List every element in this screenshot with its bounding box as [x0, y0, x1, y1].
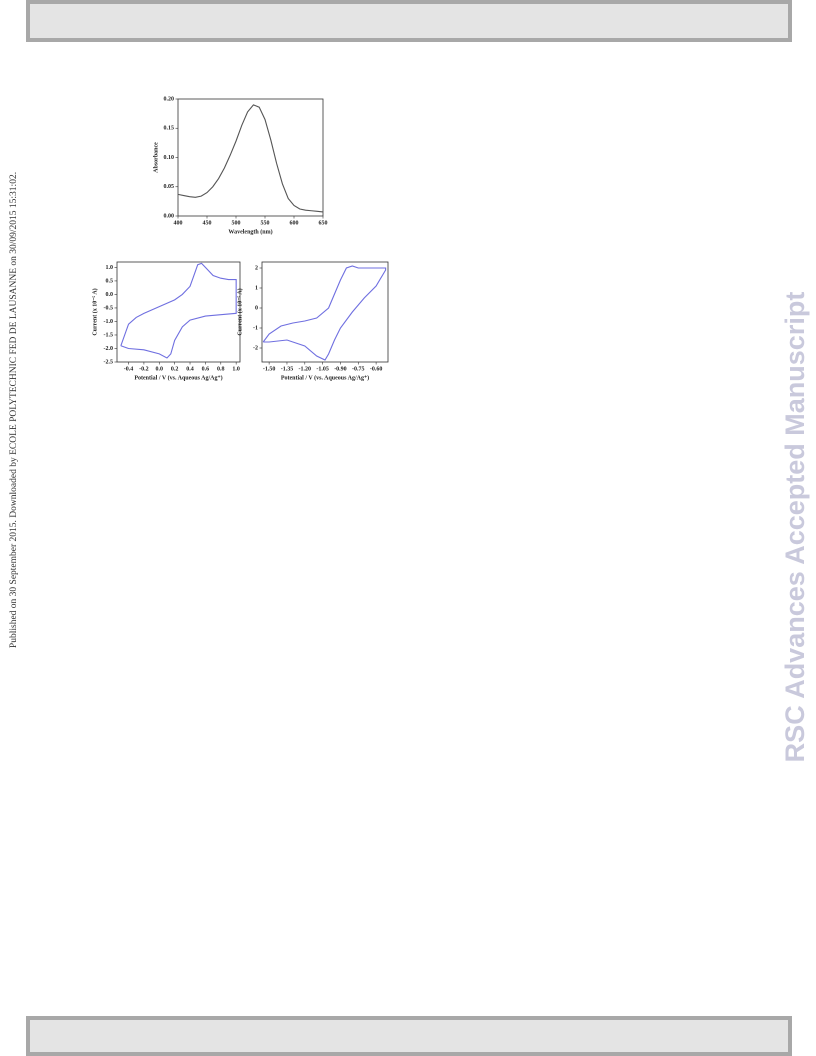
y-tick-label: 0.10	[164, 155, 175, 161]
x-tick-label: -0.2	[139, 366, 149, 372]
y-tick-label: 2	[255, 265, 258, 271]
x-axis-label: Wavelength (nm)	[228, 228, 272, 235]
y-tick-label: 0.00	[164, 213, 175, 219]
data-line	[120, 262, 237, 359]
x-axis-label: Potential / V (vs. Aqueous Ag/Ag⁺)	[281, 374, 369, 381]
y-tick-label: -2.5	[104, 359, 114, 365]
y-tick-label: -1.0	[104, 319, 114, 325]
y-axis-label: Current (x 10⁻⁵ A)	[91, 288, 98, 335]
y-tick-label: 0.15	[164, 126, 175, 132]
data-line	[262, 265, 387, 361]
y-tick-label: -0.5	[104, 305, 114, 311]
x-tick-label: -0.90	[334, 366, 347, 372]
y-tick-label: 0.05	[164, 184, 175, 190]
x-tick-label: -0.4	[124, 366, 134, 372]
x-tick-label: 500	[232, 220, 241, 226]
x-tick-label: 400	[174, 220, 183, 226]
x-tick-label: 450	[203, 220, 212, 226]
x-tick-label: 550	[261, 220, 270, 226]
plot-frame	[261, 261, 389, 363]
x-tick-label: 0.0	[156, 366, 164, 372]
plot-frame	[177, 98, 324, 217]
y-axis-label: Absorbance	[153, 142, 159, 173]
y-tick-label: -2	[253, 345, 258, 351]
plot-frame	[116, 261, 241, 363]
data-line	[177, 104, 324, 213]
footer-bar	[26, 1016, 792, 1056]
y-tick-label: 0.0	[106, 292, 114, 298]
x-tick-label: -0.75	[352, 366, 365, 372]
x-tick-label: -1.35	[281, 366, 294, 372]
side-note: Published on 30 September 2015. Download…	[9, 172, 19, 648]
y-tick-label: -1.5	[104, 332, 114, 338]
y-axis-label: Current (x 10⁻⁵ A)	[236, 288, 243, 335]
x-tick-label: 1.0	[232, 366, 240, 372]
x-axis-label: Potential / V (vs. Aqueous Ag/Ag⁺)	[134, 374, 222, 381]
y-tick-label: 0	[255, 305, 258, 311]
y-tick-label: 0.5	[106, 278, 114, 284]
x-tick-label: 650	[319, 220, 328, 226]
y-tick-label: 1.0	[106, 265, 114, 271]
y-tick-label: 0.20	[164, 96, 175, 102]
x-tick-label: 0.8	[217, 366, 225, 372]
header-bar	[26, 0, 792, 42]
y-tick-label: -1	[253, 325, 258, 331]
watermark: RSC Advances Accepted Manuscript	[780, 292, 810, 763]
x-tick-label: -1.50	[263, 366, 276, 372]
x-tick-label: 0.4	[186, 366, 194, 372]
x-tick-label: -1.05	[316, 366, 329, 372]
x-tick-label: 0.6	[202, 366, 210, 372]
x-tick-label: 600	[290, 220, 299, 226]
y-tick-label: 1	[255, 285, 258, 291]
x-tick-label: -0.60	[370, 366, 383, 372]
x-tick-label: -1.20	[299, 366, 312, 372]
x-tick-label: 0.2	[171, 366, 179, 372]
y-tick-label: -2.0	[104, 346, 114, 352]
